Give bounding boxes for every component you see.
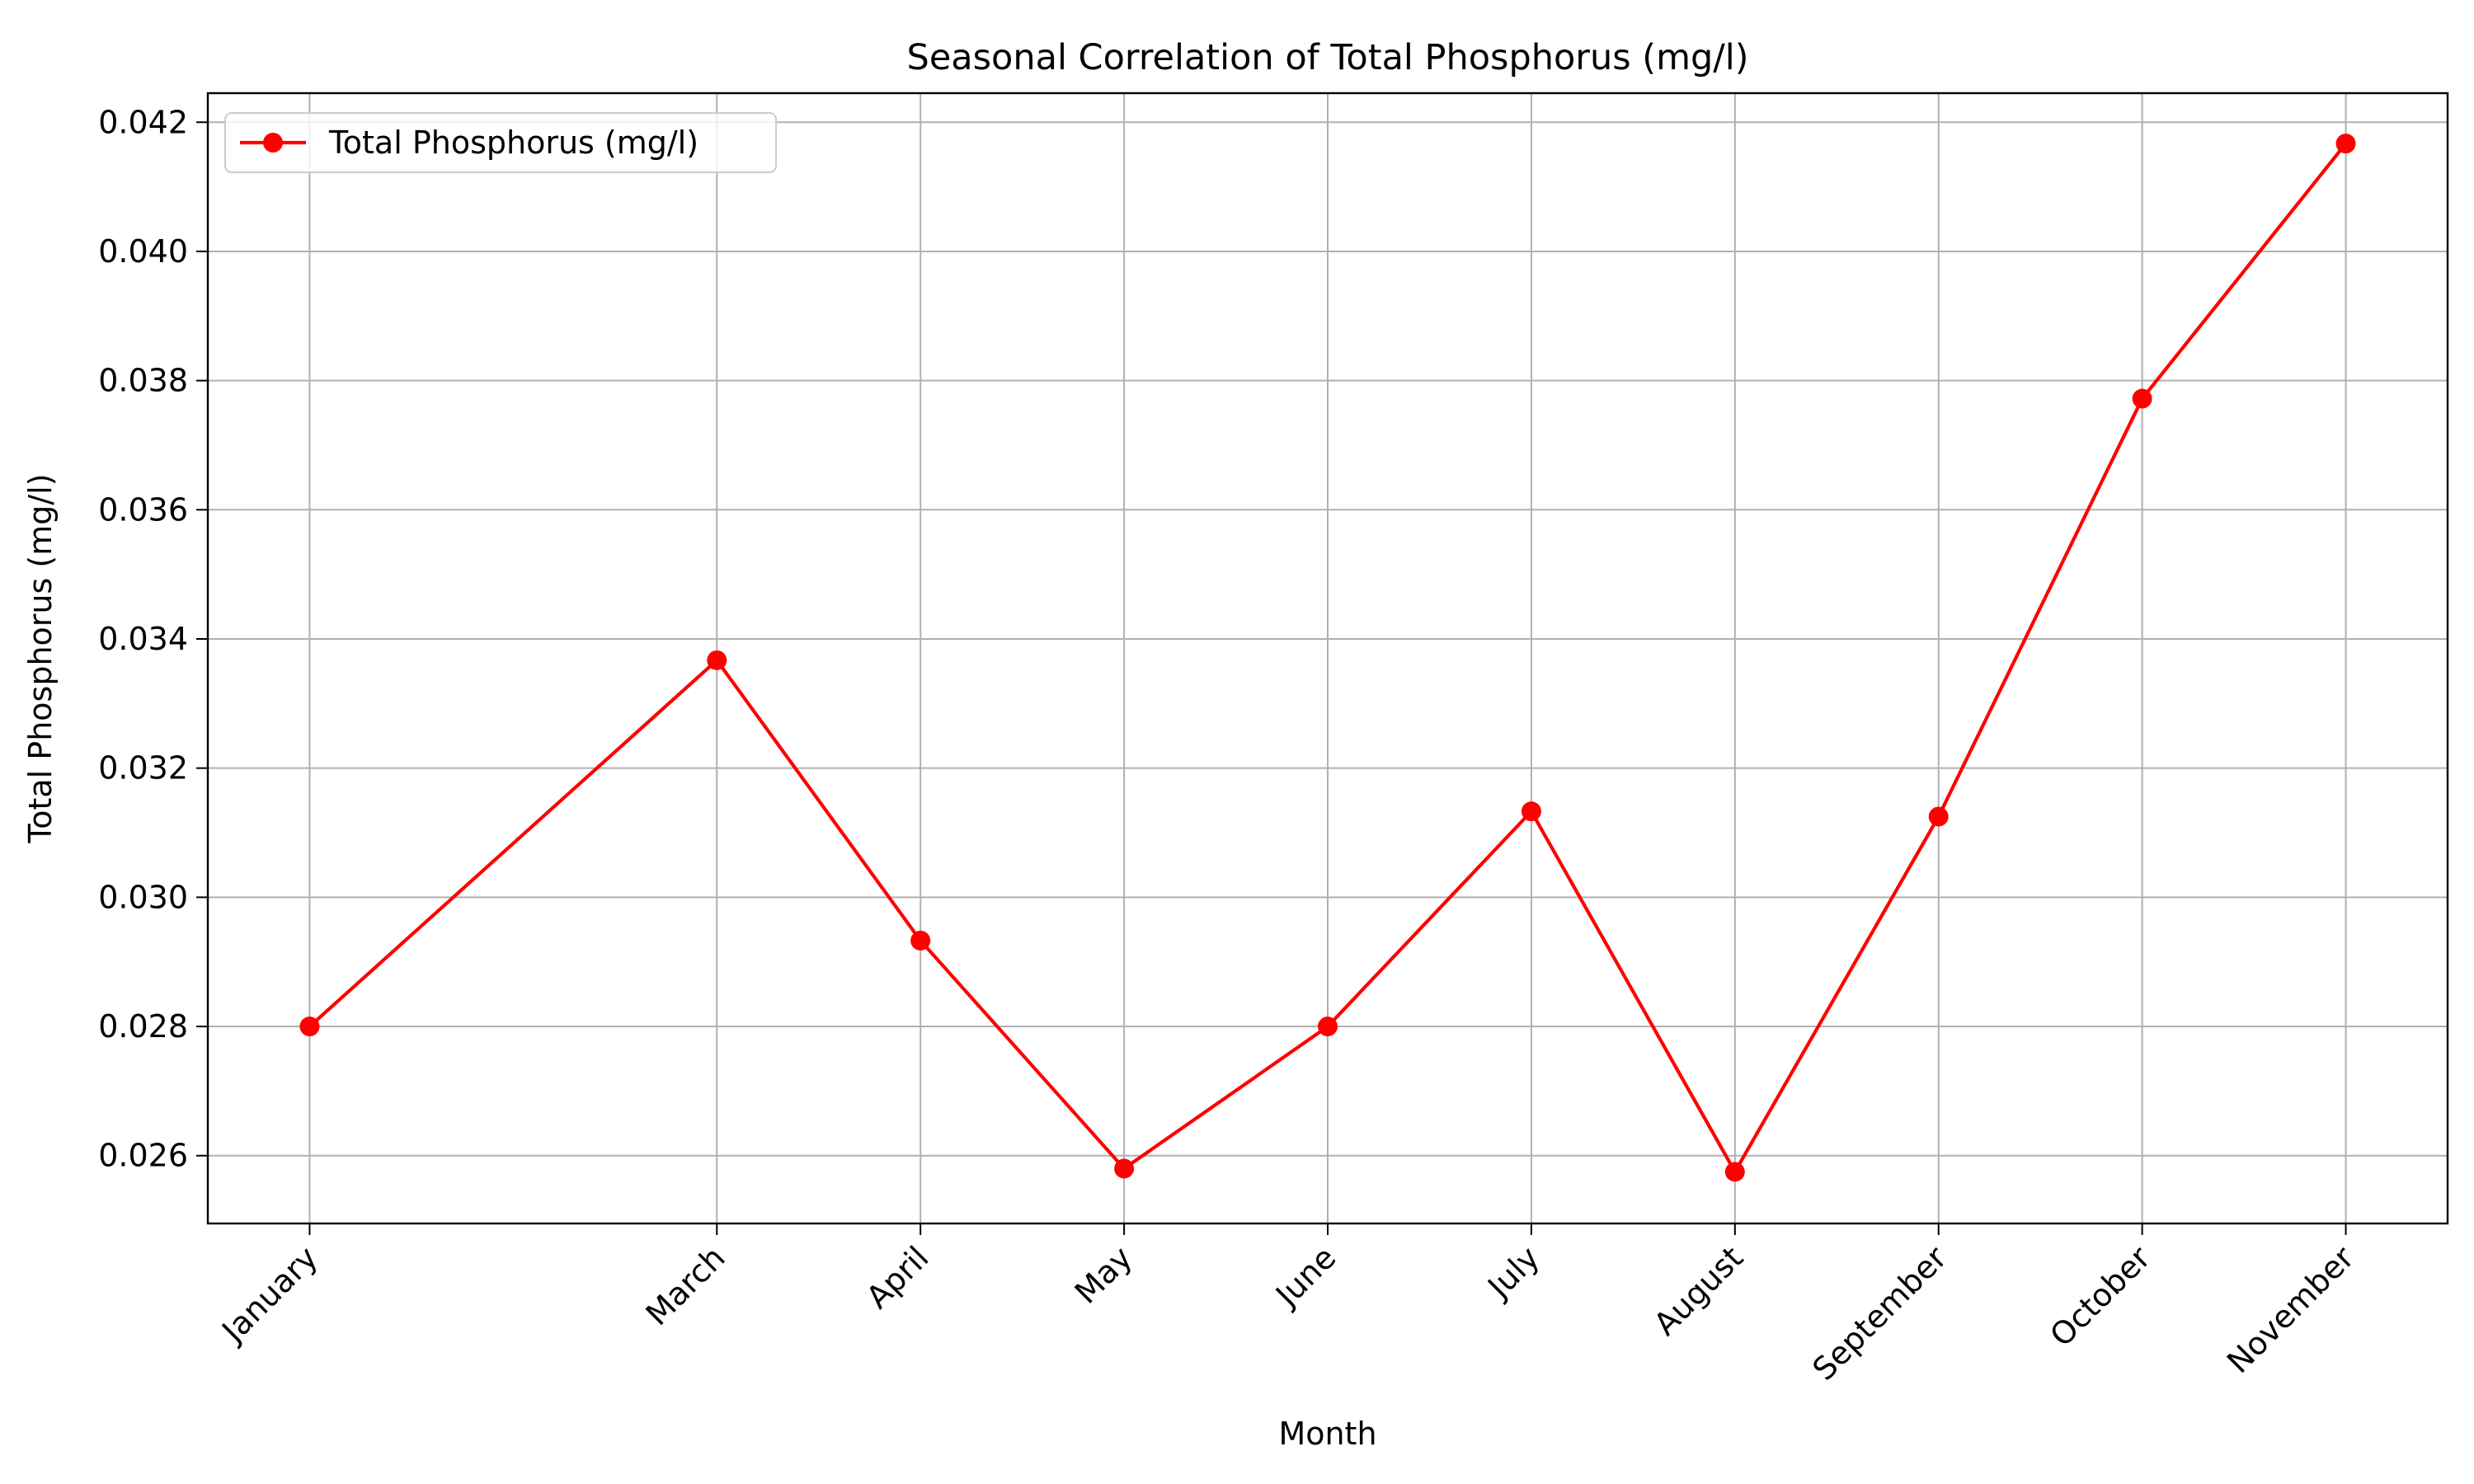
y-tick-label: 0.026 xyxy=(98,1138,188,1174)
y-tick-label: 0.032 xyxy=(98,750,188,787)
legend-marker-swatch xyxy=(263,133,283,153)
y-axis-label: Total Phosphorus (mg/l) xyxy=(22,473,59,843)
y-tick-label: 0.038 xyxy=(98,363,188,399)
x-axis-label: Month xyxy=(1278,1416,1376,1452)
data-series xyxy=(299,134,2356,1182)
chart-title: Seasonal Correlation of Total Phosphorus… xyxy=(907,37,1749,78)
legend-box xyxy=(224,112,777,173)
data-point xyxy=(299,1017,320,1037)
legend-label: Total Phosphorus (mg/l) xyxy=(328,124,698,161)
y-tick-label: 0.036 xyxy=(98,491,188,528)
series-line xyxy=(308,142,2348,1174)
grid-lines xyxy=(208,93,2448,1223)
data-point xyxy=(1928,806,1949,827)
y-tick-label: 0.028 xyxy=(98,1008,188,1045)
y-tick-label: 0.034 xyxy=(98,621,188,657)
data-point xyxy=(1114,1158,1135,1179)
data-point xyxy=(1521,801,1541,822)
data-point xyxy=(910,930,931,951)
y-tick-label: 0.042 xyxy=(98,104,188,140)
data-point xyxy=(1318,1017,1338,1037)
legend: Total Phosphorus (mg/l) xyxy=(224,112,777,173)
y-tick-label: 0.030 xyxy=(98,879,188,915)
data-point xyxy=(2335,134,2356,154)
y-tick-label: 0.040 xyxy=(98,233,188,270)
data-point xyxy=(1724,1162,1745,1182)
data-point xyxy=(2132,388,2152,409)
data-point xyxy=(707,650,727,670)
